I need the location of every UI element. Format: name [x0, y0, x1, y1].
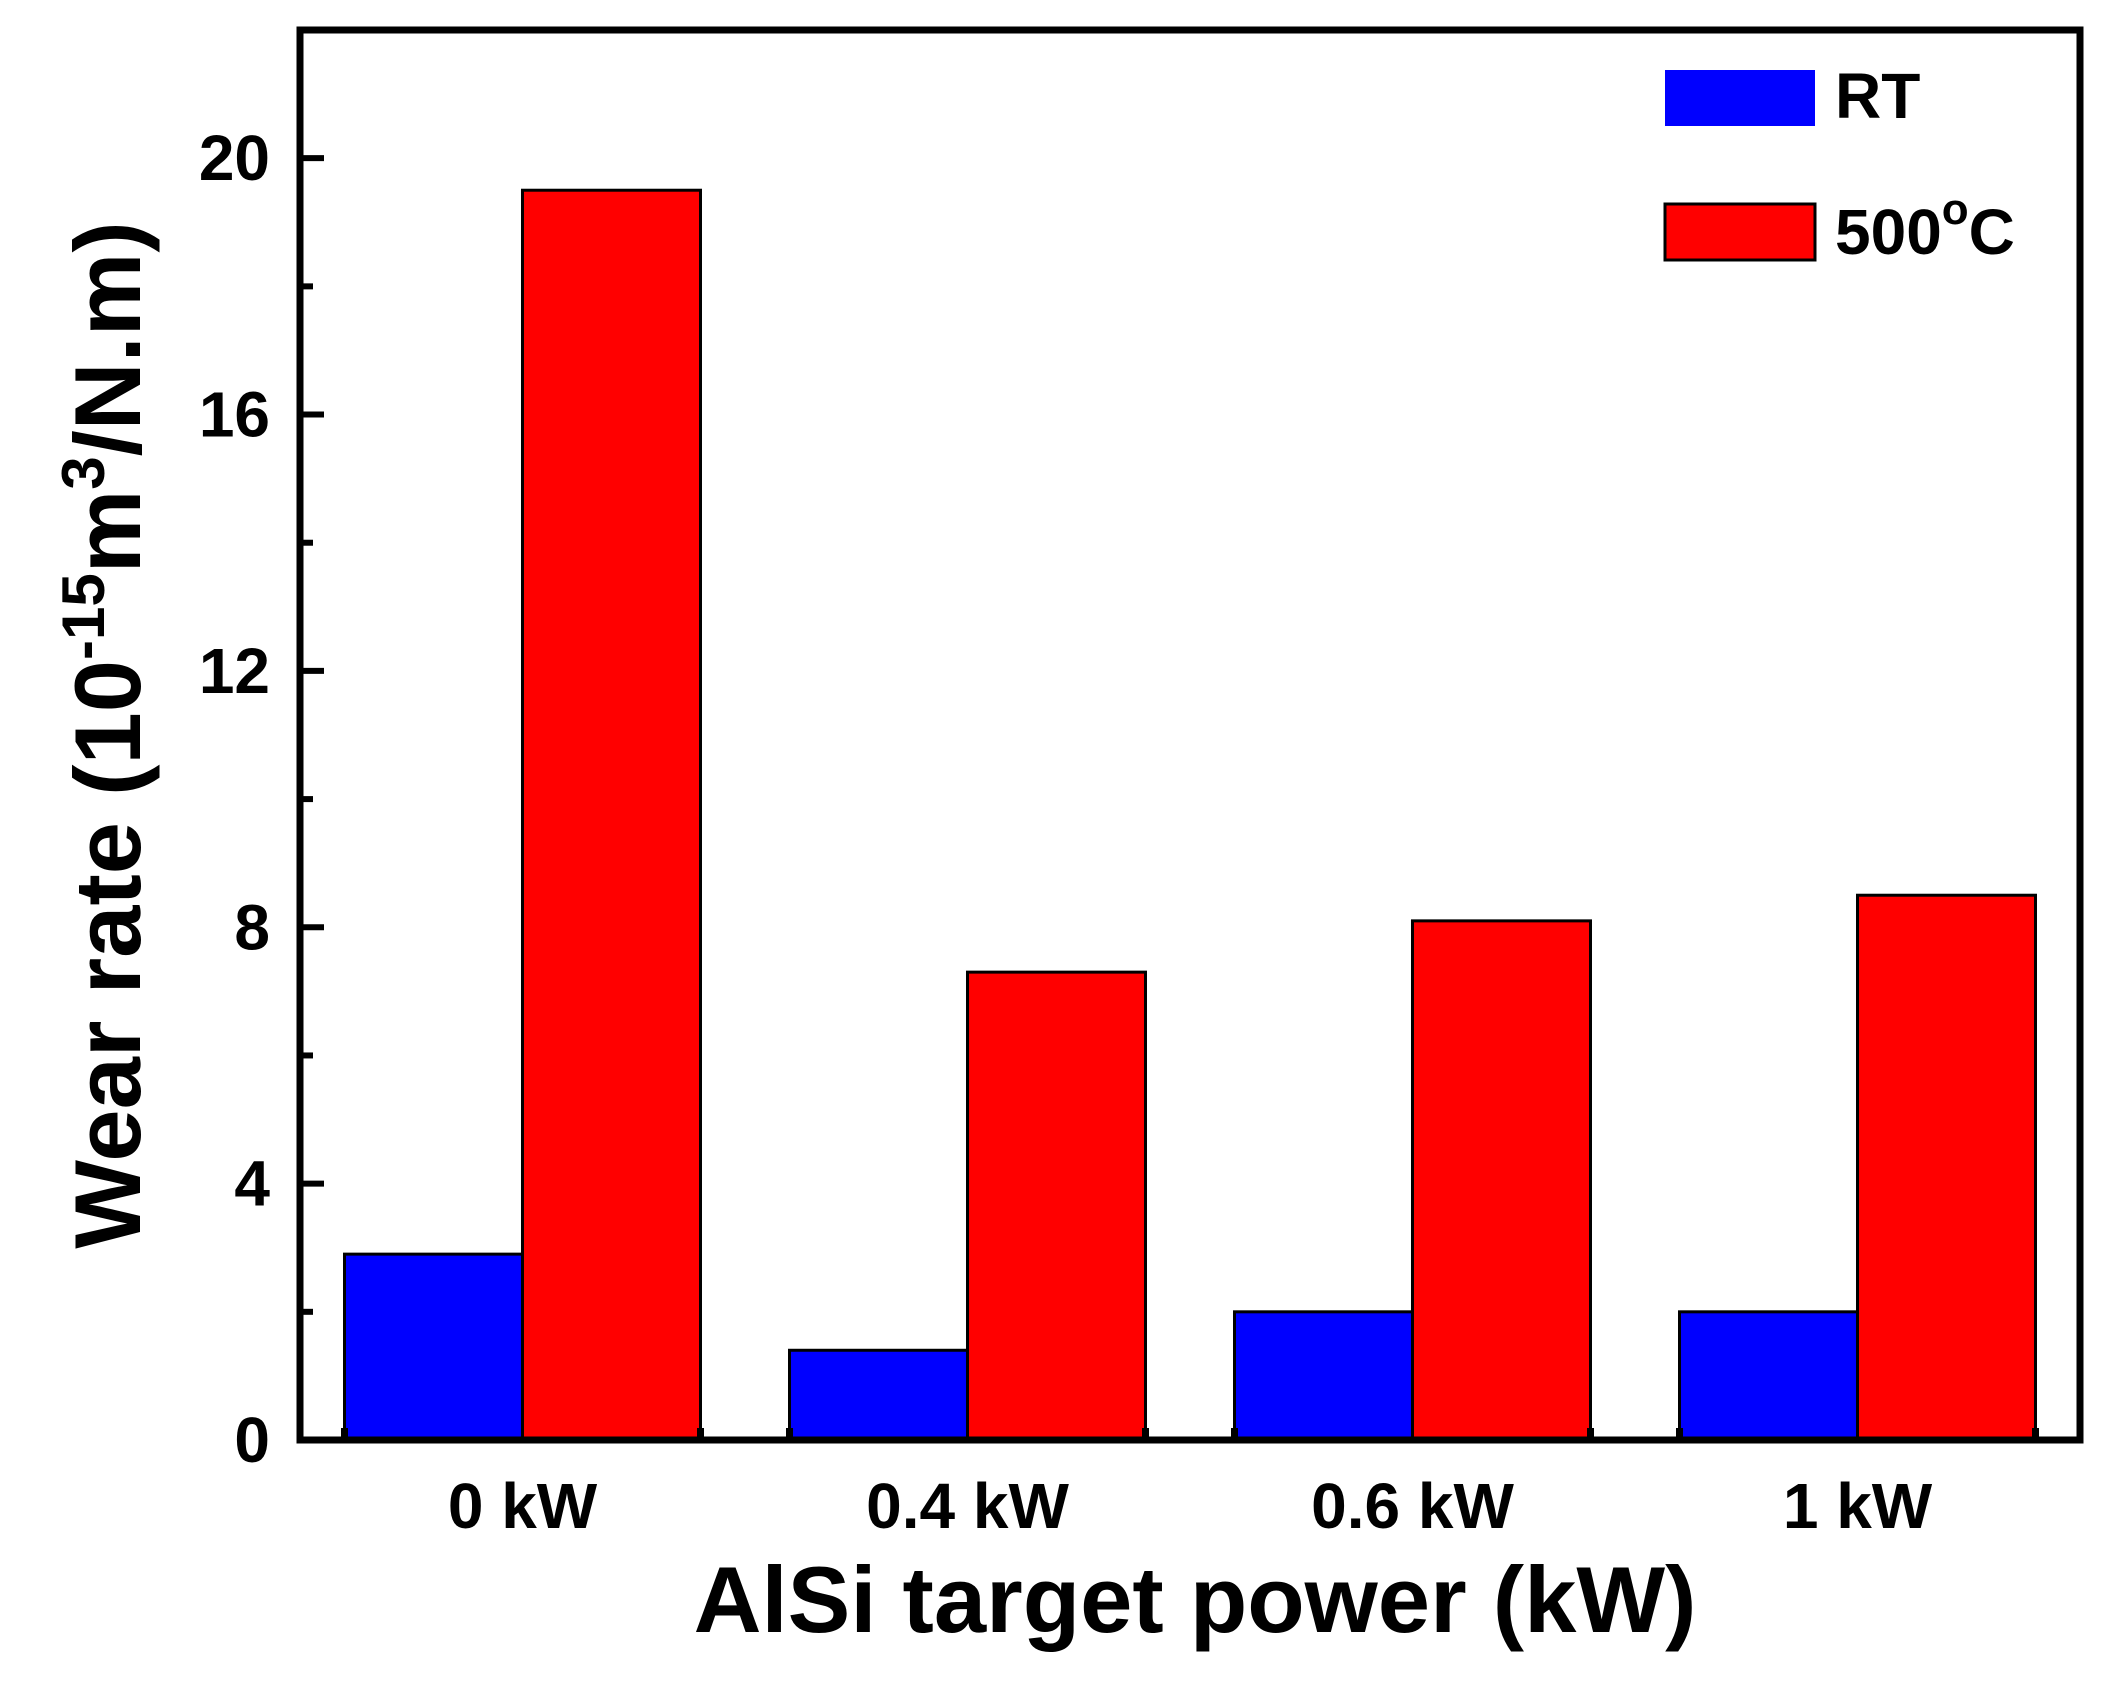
legend-label-rt: RT [1835, 60, 1920, 132]
bars-group [343, 188, 2037, 1442]
y-axis-title-suffix: /N.m) [55, 221, 160, 456]
bar-rt-3 [1678, 1310, 1859, 1442]
y-axis-title-sup2: 3 [50, 456, 117, 489]
y-tick-label-4: 4 [234, 1148, 270, 1220]
y-axis-title-mid: m [55, 490, 160, 574]
x-tick-label-2: 0.6 kW [1311, 1470, 1514, 1542]
y-tick-label-20: 20 [199, 122, 270, 194]
legend-label-500c-sup: o [1942, 185, 1969, 234]
x-tick-label-1: 0.4 kW [866, 1470, 1069, 1542]
y-tick-label-0: 0 [234, 1404, 270, 1476]
bar-rt-1 [788, 1348, 969, 1442]
x-axis-title: AlSi target power (kW) [694, 1547, 1697, 1652]
legend-swatch-500c [1663, 202, 1817, 262]
bar-rt-0 [343, 1252, 524, 1442]
y-tick-label-16: 16 [199, 379, 270, 451]
bar-500c-1 [966, 970, 1147, 1442]
y-axis-title: Wear rate (10-15m3/N.m) [50, 221, 160, 1248]
plot-frame [296, 26, 2084, 1444]
legend-swatch-rt [1665, 70, 1815, 126]
y-tick-labels: 0 4 8 12 16 20 [199, 122, 271, 1476]
legend-label-500c-base: 500 [1835, 196, 1942, 268]
x-tick-label-3: 1 kW [1783, 1470, 1933, 1542]
bar-500c-2 [1411, 919, 1592, 1442]
x-tick-label-0: 0 kW [448, 1470, 598, 1542]
bar-500c-3 [1856, 893, 2037, 1442]
legend-label-500c-tail: C [1969, 196, 2015, 268]
legend-label-500c: 500oC [1835, 185, 2015, 268]
bar-rt-2 [1233, 1310, 1414, 1442]
x-tick-labels: 0 kW 0.4 kW 0.6 kW 1 kW [448, 1470, 1933, 1542]
bar-500c-0 [521, 188, 702, 1442]
y-axis-title-sup1: -15 [50, 573, 117, 660]
y-tick-label-12: 12 [199, 635, 270, 707]
legend: RT 500oC [1663, 60, 2015, 268]
y-axis-title-prefix: Wear rate (10 [55, 660, 160, 1249]
y-tick-label-8: 8 [234, 891, 270, 963]
